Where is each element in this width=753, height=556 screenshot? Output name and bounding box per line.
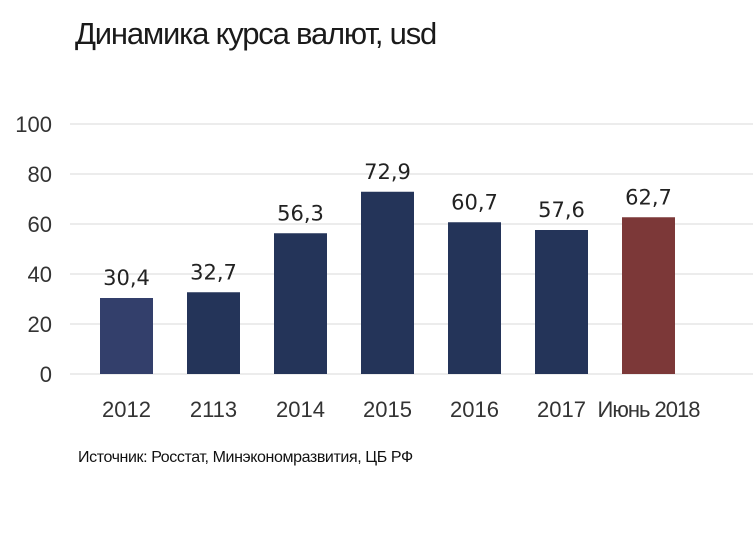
chart-title: Динамика курса валют, usd (75, 16, 437, 51)
bar-2017 (535, 230, 588, 374)
x-tick-label: 2012 (102, 397, 151, 422)
x-tick-label: Июнь 2018 (598, 397, 701, 422)
bar-2012 (100, 298, 153, 374)
y-tick-label: 100 (15, 112, 52, 137)
source-note: Источник: Росстат, Минэкономразвития, ЦБ… (78, 449, 413, 466)
bar-Июнь 2018 (622, 217, 675, 374)
bar-2014 (274, 233, 327, 374)
x-tick-label: 2113 (190, 397, 237, 422)
x-tick-label: 2017 (537, 397, 586, 422)
bar-2016 (448, 222, 501, 374)
x-axis: 2012 2113 2014 2015 2016 2017 Июнь 2018 (102, 397, 701, 422)
value-labels: 30,4 32,7 56,3 72,9 60,7 57,6 62,7 (103, 160, 672, 290)
y-tick-label: 0 (40, 362, 52, 387)
bar-2015 (361, 191, 414, 374)
data-label: 30,4 (103, 266, 150, 290)
data-label: 56,3 (277, 201, 324, 225)
y-axis: 0 20 40 60 80 100 (15, 112, 52, 387)
bar-2113 (187, 292, 240, 374)
x-tick-label: 2016 (450, 397, 499, 422)
x-tick-label: 2014 (276, 397, 325, 422)
bar-chart: 0 20 40 60 80 100 30,4 32,7 56,3 72,9 60,7 57,6 62,… (15, 112, 753, 422)
data-label: 32,7 (190, 260, 237, 284)
y-tick-label: 20 (28, 312, 52, 337)
y-tick-label: 60 (28, 212, 52, 237)
data-label: 60,7 (451, 190, 498, 214)
data-label: 72,9 (364, 160, 411, 184)
data-label: 57,6 (538, 198, 585, 222)
data-label: 62,7 (625, 185, 672, 209)
x-tick-label: 2015 (363, 397, 412, 422)
y-tick-label: 40 (28, 262, 52, 287)
bars (100, 191, 675, 374)
y-tick-label: 80 (28, 162, 52, 187)
